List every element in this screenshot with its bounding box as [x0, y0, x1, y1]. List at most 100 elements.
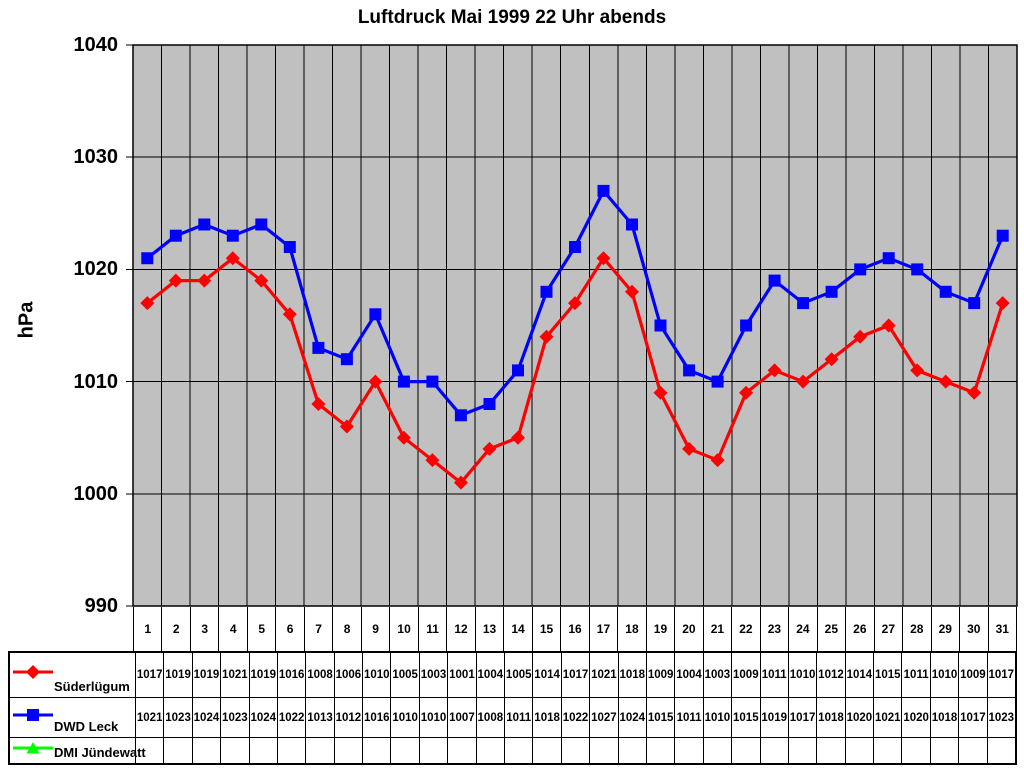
table-cell: 1022	[560, 697, 590, 737]
data-point-marker	[511, 430, 525, 445]
table-cell	[873, 737, 902, 763]
day-label: 9	[362, 607, 391, 651]
table-cell: 1017	[986, 653, 1015, 697]
data-point-marker	[311, 397, 326, 411]
table-cell: 1012	[816, 653, 844, 697]
data-point-marker	[568, 296, 582, 311]
day-label: 11	[419, 607, 448, 651]
data-point-marker	[197, 273, 212, 288]
table-cell: 1008	[305, 653, 333, 697]
table-cell	[986, 737, 1015, 763]
table-cell: 1019	[759, 697, 788, 737]
data-point-marker	[767, 363, 782, 378]
table-cell	[333, 737, 363, 763]
data-point-marker	[710, 453, 725, 468]
table-cell: 1022	[276, 697, 306, 737]
data-point-marker	[854, 263, 867, 276]
data-point-marker	[939, 285, 952, 298]
table-cell	[731, 737, 760, 763]
table-cell: 1024	[617, 697, 646, 737]
legend-cell: DMI Jündewatt	[10, 737, 146, 763]
day-label: 4	[219, 607, 248, 651]
day-label: 20	[675, 607, 704, 651]
table-cell	[504, 737, 533, 763]
table-cell	[844, 737, 874, 763]
table-cell: 1010	[390, 697, 419, 737]
data-point-marker	[454, 409, 467, 422]
table-cell: 1009	[958, 653, 986, 697]
data-point-marker	[397, 375, 410, 388]
data-point-marker	[339, 419, 354, 434]
data-point-marker	[482, 441, 497, 456]
y-tick-label: 1010	[73, 370, 119, 393]
data-point-marker	[396, 430, 411, 445]
table-cell: 1003	[702, 653, 731, 697]
table-cell: 1016	[276, 653, 305, 697]
table-cell: 1008	[475, 697, 505, 737]
day-label: 26	[846, 607, 875, 651]
day-label: 2	[162, 607, 191, 651]
y-tick-label: 1030	[73, 146, 119, 169]
table-cell: 1010	[929, 653, 958, 697]
data-point-marker	[825, 285, 838, 298]
data-table: Süderlügum 1017 1019 1019 1021 1019 1016 1008 10…	[8, 651, 1017, 765]
data-point-marker	[340, 353, 353, 366]
day-label: 22	[732, 607, 761, 651]
table-cell	[362, 737, 391, 763]
data-point-marker	[911, 263, 924, 276]
table-cell	[475, 737, 505, 763]
data-point-marker	[768, 274, 781, 287]
table-cell	[191, 737, 221, 763]
data-point-marker	[168, 273, 183, 288]
table-cell: 1015	[645, 697, 675, 737]
data-point-marker	[740, 319, 753, 332]
data-point-marker	[368, 374, 383, 389]
day-label: 1	[134, 607, 163, 651]
data-point-marker	[683, 364, 696, 377]
data-point-marker	[512, 364, 524, 377]
table-cell: 1014	[844, 653, 873, 697]
table-cell	[589, 737, 618, 763]
table-cell: 1011	[504, 697, 533, 737]
data-point-marker	[654, 319, 667, 332]
legend-cell: Süderlügum	[10, 653, 135, 697]
day-label: 27	[875, 607, 904, 651]
table-cell	[276, 737, 306, 763]
table-cell: 1017	[787, 697, 817, 737]
table-cell: 1018	[816, 697, 845, 737]
table-cell	[702, 737, 732, 763]
data-point-marker	[539, 329, 554, 344]
table-cell: 1003	[418, 653, 447, 697]
table-cell: 1020	[844, 697, 874, 737]
day-label: 31	[989, 607, 1017, 651]
data-point-marker	[739, 385, 754, 400]
data-point-marker	[255, 218, 268, 231]
day-label: 24	[789, 607, 818, 651]
data-point-marker	[968, 297, 981, 310]
table-cell: 1023	[986, 697, 1015, 737]
data-point-marker	[283, 241, 296, 253]
data-point-marker	[910, 363, 925, 378]
data-point-marker	[425, 453, 440, 468]
y-tick-label: 990	[84, 595, 118, 617]
day-label: 7	[305, 607, 334, 651]
day-label: 30	[960, 607, 989, 651]
data-point-marker	[882, 252, 895, 265]
table-cell	[674, 737, 703, 763]
table-cell: 1019	[191, 653, 220, 697]
table-cell: 1010	[702, 697, 732, 737]
table-cell: 1013	[305, 697, 334, 737]
data-point-marker	[797, 297, 810, 310]
table-cell: 1027	[589, 697, 618, 737]
table-cell: 1021	[589, 653, 617, 697]
triangle-marker-icon	[13, 741, 53, 753]
table-cell: 1017	[958, 697, 987, 737]
data-point-marker	[881, 318, 896, 333]
data-point-marker	[140, 296, 155, 311]
table-cell: 1017	[560, 653, 589, 697]
data-point-marker	[796, 374, 811, 389]
data-point-marker	[453, 475, 468, 490]
legend-label: DMI Jündewatt	[54, 745, 146, 760]
table-cell: 1001	[447, 653, 475, 697]
data-point-marker	[995, 296, 1010, 311]
